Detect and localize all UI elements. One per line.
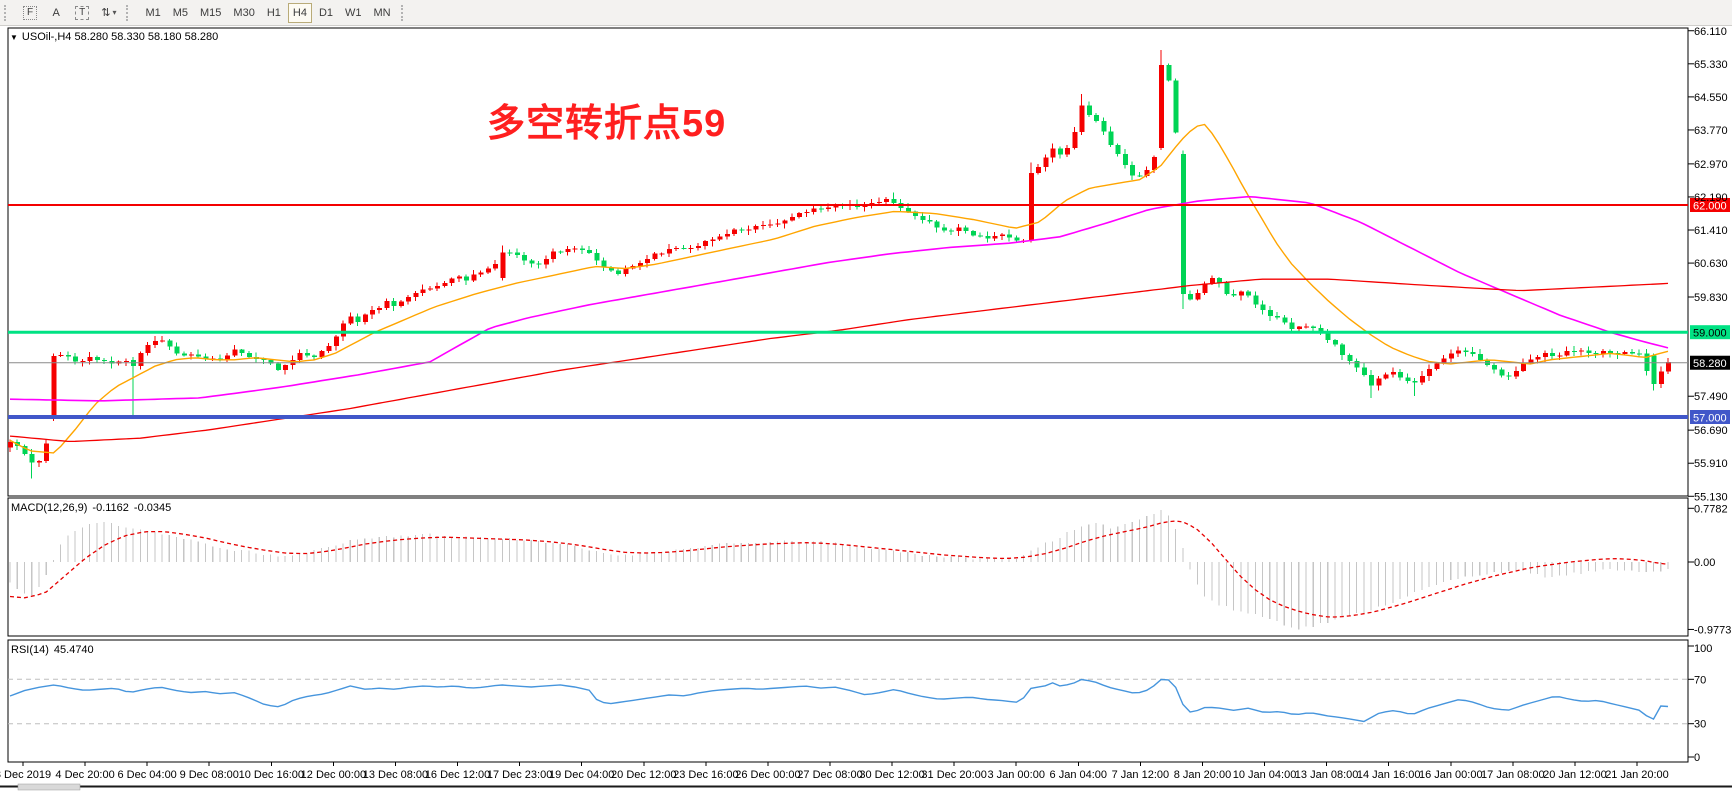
- price-chart-svg: 0.7782 0.00 -0.9773 100 70 30 0 62.000 59.000 57.…: [0, 26, 1732, 791]
- macd-name: MACD(12,26,9): [11, 502, 88, 514]
- dropdown-caret-icon: ▾: [112, 8, 117, 17]
- time-axis-label: 17 Jan 08:00: [1481, 769, 1545, 781]
- price-axis-label: 62.190: [1694, 192, 1728, 204]
- price-axis-label: 65.330: [1694, 59, 1728, 71]
- time-axis-label: 9 Dec 08:00: [180, 769, 239, 781]
- panel-frames: [7, 27, 1689, 763]
- rsi-axis-label: 30: [1694, 719, 1706, 731]
- time-axis-label: 3 Dec 2019: [0, 769, 51, 781]
- chart-area: 0.7782 0.00 -0.9773 100 70 30 0 62.000 59.000 57.…: [0, 26, 1732, 791]
- time-axis-label: 17 Dec 23:00: [487, 769, 552, 781]
- price-axis-label: 59.830: [1694, 292, 1728, 304]
- time-axis-label: 13 Jan 08:00: [1295, 769, 1359, 781]
- time-axis-label: 12 Dec 00:00: [301, 769, 366, 781]
- time-axis-label: 27 Dec 08:00: [797, 769, 862, 781]
- fibonacci-tool-button[interactable]: F: [18, 3, 42, 23]
- svg-text:62.000: 62.000: [1693, 201, 1727, 213]
- toolbar-separator-2: [400, 4, 408, 21]
- time-axis-label: 6 Dec 04:00: [117, 769, 176, 781]
- chart-title[interactable]: ▼ USOil-,H4 58.280 58.330 58.180 58.280: [10, 31, 218, 43]
- price-axis-label: 57.490: [1694, 391, 1728, 403]
- time-axis-label: 26 Dec 00:00: [735, 769, 800, 781]
- time-axis-label: 7 Jan 12:00: [1112, 769, 1170, 781]
- time-axis-label: 19 Dec 04:00: [549, 769, 614, 781]
- svg-text:57.000: 57.000: [1693, 413, 1727, 425]
- time-axis-label: 16 Dec 12:00: [425, 769, 490, 781]
- macd-value-signal: -0.0345: [133, 502, 172, 514]
- hline-objects: 62.000 59.000 57.000 58.280: [8, 198, 1730, 425]
- rsi-axis-label: 100: [1694, 643, 1712, 655]
- timeframe-button-h1[interactable]: H1: [262, 3, 286, 23]
- macd-panel: 0.7782 0.00 -0.9773: [9, 503, 1731, 636]
- time-axis-label: 6 Jan 04:00: [1050, 769, 1108, 781]
- price-axis-label: 63.770: [1694, 125, 1728, 137]
- symbol-dropdown-icon[interactable]: ▼: [10, 33, 18, 42]
- time-axis-label: 10 Dec 16:00: [239, 769, 304, 781]
- timeframe-button-w1[interactable]: W1: [340, 3, 367, 23]
- time-axis-label: 30 Dec 12:00: [859, 769, 924, 781]
- text-icon: T: [75, 5, 90, 20]
- price-axis-label: 60.630: [1694, 258, 1728, 270]
- price-axis: 66.110 65.330 64.550 63.770 62.970 62.190 61.4…: [1688, 26, 1728, 503]
- toolbar-separator-1: [126, 4, 133, 21]
- rsi-axis-label: 0: [1694, 752, 1700, 764]
- time-axis-label: 16 Jan 00:00: [1419, 769, 1483, 781]
- time-axis-label: 21 Jan 20:00: [1605, 769, 1669, 781]
- macd-axis-label: -0.9773: [1694, 624, 1731, 636]
- price-axis-label: 62.970: [1694, 159, 1728, 171]
- svg-text:58.280: 58.280: [1693, 358, 1727, 370]
- arrows-icon: ⇅: [101, 7, 111, 19]
- rsi-value: 45.4740: [53, 644, 94, 656]
- price-axis-label: 55.130: [1694, 491, 1728, 503]
- rsi-name: RSI(14): [11, 644, 49, 656]
- timeframe-button-m15[interactable]: M15: [195, 3, 226, 23]
- time-axis-label: 3 Jan 00:00: [987, 769, 1045, 781]
- candles-layer: [8, 50, 1671, 479]
- annotation-text[interactable]: 多空转折点59: [487, 103, 727, 145]
- price-axis-label: 64.550: [1694, 92, 1728, 104]
- time-axis-label: 13 Dec 08:00: [363, 769, 428, 781]
- text-label-tool-button[interactable]: A: [44, 3, 68, 23]
- timeframe-button-group: M1 M5 M15 M30 H1 H4 D1 W1 MN: [139, 2, 396, 23]
- time-axis-label: 10 Jan 04:00: [1233, 769, 1297, 781]
- rsi-line: [9, 678, 1669, 723]
- toolbar: F A T ⇅ ▾ M1 M5 M15 M30 H1 H4 D1 W1 MN: [0, 0, 1732, 26]
- bottom-scroll-tab[interactable]: [17, 783, 81, 791]
- text-label-icon: A: [52, 6, 60, 19]
- price-axis-label: 66.110: [1694, 26, 1727, 38]
- time-axis-label: 20 Jan 12:00: [1543, 769, 1607, 781]
- time-axis-label: 20 Dec 12:00: [611, 769, 676, 781]
- text-tool-button[interactable]: T: [70, 3, 94, 23]
- time-axis-label: 14 Jan 16:00: [1357, 769, 1421, 781]
- toolbar-grip[interactable]: [4, 4, 11, 21]
- ma-fast-line: [9, 123, 1669, 454]
- chart-title-text: USOil-,H4 58.280 58.330 58.180 58.280: [21, 31, 219, 43]
- fibonacci-icon: F: [23, 5, 38, 20]
- macd-axis-label: 0.7782: [1694, 503, 1728, 515]
- timeframe-button-d1[interactable]: D1: [314, 3, 338, 23]
- price-axis-label: 56.690: [1694, 425, 1728, 437]
- time-axis: 3 Dec 2019 4 Dec 20:00 6 Dec 04:00 9 Dec 08…: [0, 762, 1732, 791]
- macd-value-main: -0.1162: [92, 502, 129, 514]
- time-axis-label: 8 Jan 20:00: [1174, 769, 1232, 781]
- macd-signal-line: [9, 520, 1669, 618]
- time-axis-label: 4 Dec 20:00: [55, 769, 114, 781]
- timeframe-button-m5[interactable]: M5: [168, 3, 193, 23]
- macd-axis-label: 0.00: [1694, 557, 1715, 569]
- timeframe-button-mn[interactable]: MN: [369, 3, 396, 23]
- rsi-axis-label: 70: [1694, 674, 1706, 686]
- timeframe-button-m1[interactable]: M1: [140, 3, 165, 23]
- macd-indicator-label: MACD(12,26,9) -0.1162 -0.0345: [11, 502, 176, 514]
- ma-mid-line: [9, 195, 1669, 402]
- arrows-tool-button[interactable]: ⇅ ▾: [96, 3, 121, 23]
- price-axis-label: 61.410: [1694, 225, 1728, 237]
- time-axis-label: 31 Dec 20:00: [921, 769, 986, 781]
- rsi-indicator-label: RSI(14) 45.4740: [11, 644, 99, 656]
- timeframe-button-h4[interactable]: H4: [287, 2, 312, 23]
- rsi-panel: 100 70 30 0: [8, 643, 1712, 764]
- time-axis-label: 23 Dec 16:00: [673, 769, 738, 781]
- svg-text:59.000: 59.000: [1693, 328, 1727, 340]
- timeframe-button-m30[interactable]: M30: [228, 3, 259, 23]
- price-axis-label: 55.910: [1694, 458, 1728, 470]
